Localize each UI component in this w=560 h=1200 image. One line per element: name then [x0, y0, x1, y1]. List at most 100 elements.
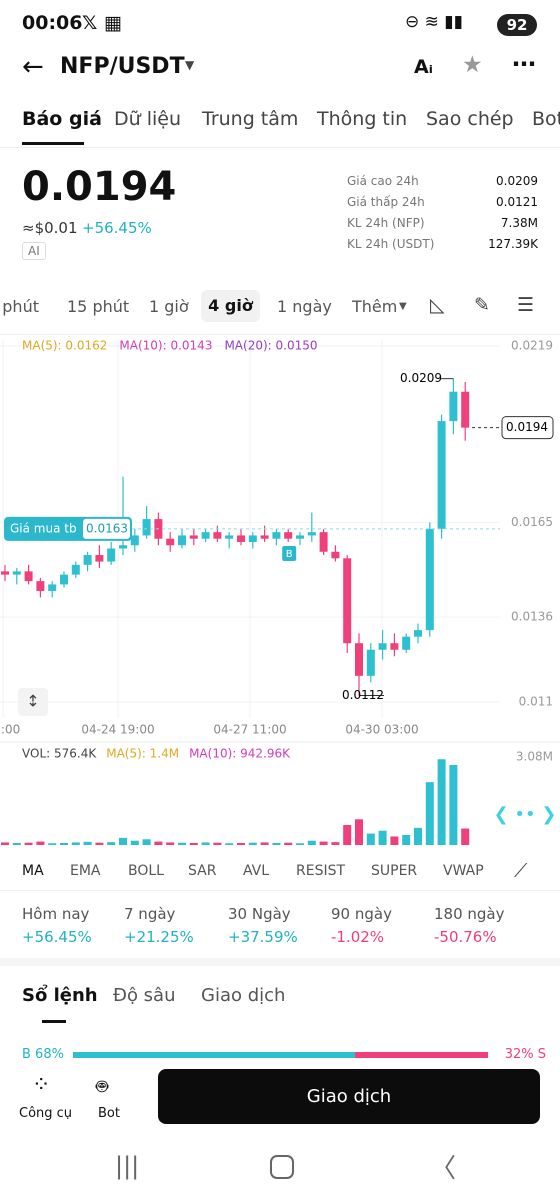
indicator-tab[interactable]: EMA: [70, 863, 101, 879]
separator: [0, 334, 560, 335]
volume-bar: [425, 782, 434, 845]
volume-bar: [178, 842, 186, 845]
tab[interactable]: Bot: [532, 108, 560, 130]
stat-label: Giá thấp 24h: [347, 195, 425, 209]
nav-home[interactable]: [270, 1155, 294, 1179]
candle-body: [437, 421, 446, 529]
x-tick-label: 04-27 11:00: [213, 723, 286, 737]
volume-bar: [12, 843, 21, 845]
interval[interactable]: 1 giờ: [149, 297, 189, 316]
volume-bar: [331, 842, 340, 845]
performance-label: 180 ngày: [434, 905, 505, 923]
candle-body: [24, 571, 33, 582]
stat-label: Giá cao 24h: [347, 174, 419, 188]
candle-body: [307, 532, 316, 536]
interval[interactable]: 5 phút: [0, 297, 39, 316]
tools-label[interactable]: Công cụ: [19, 1106, 73, 1121]
order-tab[interactable]: Sổ lệnh: [22, 985, 98, 1006]
interval-selected[interactable]: 4 giờ: [201, 290, 260, 322]
volume-bar: [366, 833, 375, 845]
candle-body: [260, 535, 269, 539]
indicator-tab[interactable]: RESIST: [296, 863, 346, 879]
favorite-icon[interactable]: ★: [462, 52, 483, 78]
nav-recents[interactable]: |||: [115, 1152, 140, 1180]
indicator-tab[interactable]: SAR: [188, 863, 217, 879]
low-label: 0.0112: [342, 688, 384, 702]
volume-bar: [449, 765, 458, 845]
tab[interactable]: Báo giá: [22, 108, 102, 130]
volume-bar: [248, 842, 257, 845]
performance-label: Hôm nay: [22, 905, 90, 923]
y-tick-label: 0.0136: [511, 610, 553, 624]
indicator-tab[interactable]: MA: [22, 863, 44, 879]
candle-body: [378, 643, 387, 650]
bot-label[interactable]: Bot: [98, 1106, 120, 1121]
settings-icon[interactable]: ☰: [517, 294, 535, 316]
candle-body: [12, 571, 21, 575]
candle-body: [1, 571, 9, 575]
interval[interactable]: 15 phút: [67, 297, 130, 316]
volume-bar: [272, 843, 281, 845]
pair-title[interactable]: NFP/USDT: [60, 54, 185, 79]
dropdown-caret[interactable]: ▼: [185, 58, 195, 72]
battery: 92: [497, 14, 537, 36]
back-button[interactable]: ←: [22, 52, 44, 82]
candle-body: [83, 555, 92, 565]
order-tab[interactable]: Giao dịch: [201, 985, 286, 1006]
performance-label: 90 ngày: [331, 905, 392, 923]
performance-value: -1.02%: [331, 928, 385, 946]
ai-badge[interactable]: AI: [22, 242, 46, 260]
bot-icon[interactable]: 🤖︎: [96, 1074, 108, 1098]
interval[interactable]: 1 ngày: [277, 297, 332, 316]
volume-bar: [461, 828, 470, 845]
candle-body: [319, 532, 328, 552]
last-price: 0.0194: [22, 164, 177, 210]
buy-marker-box: [282, 545, 297, 561]
candle-body: [71, 564, 80, 575]
volume-bar: [284, 842, 293, 845]
volume-bar: [36, 841, 45, 845]
nav-back[interactable]: 〈: [430, 1154, 457, 1184]
order-tab[interactable]: Độ sâu: [113, 985, 176, 1006]
stat-value: 0.0121: [496, 195, 538, 209]
candle-body: [189, 535, 198, 539]
usd-price: ≈$0.01: [22, 219, 78, 237]
volume-bar: [319, 841, 328, 845]
scroll-icon[interactable]: ❮ •• ❯: [494, 804, 557, 825]
tab[interactable]: Dữ liệu: [114, 108, 182, 130]
indicator-tab[interactable]: SUPER: [371, 863, 418, 879]
indicator-tab[interactable]: AVL: [243, 863, 270, 879]
volume-legend: VOL: 576.4K: [22, 747, 97, 761]
indicator-tab[interactable]: BOLL: [128, 863, 164, 879]
tab[interactable]: Trung tâm: [202, 108, 299, 130]
candle-body: [449, 391, 458, 422]
tab[interactable]: Thông tin: [317, 108, 408, 130]
indicator-settings[interactable]: ⟋: [514, 860, 528, 882]
volume-bar: [378, 830, 387, 845]
volume-bar: [189, 843, 198, 845]
interval[interactable]: Thêm: [352, 297, 398, 316]
indicator-tab[interactable]: VWAP: [443, 863, 484, 879]
stat-value: 0.0209: [496, 174, 538, 188]
performance-value: +56.45%: [22, 928, 92, 946]
ai-icon[interactable]: Aᵢ: [414, 56, 433, 78]
trade-button[interactable]: Giao dịch: [158, 1069, 540, 1124]
candle-body: [142, 519, 151, 536]
candle-body: [366, 649, 375, 676]
order-tab-underline: [42, 1020, 66, 1023]
volume-bar: [24, 842, 33, 845]
x-tick-label: 03:00: [0, 723, 20, 737]
more-icon[interactable]: ⋯: [512, 50, 536, 78]
stat-value: 7.38M: [500, 216, 538, 230]
volume-bar: [307, 840, 316, 845]
draw-icon[interactable]: ✎: [474, 294, 490, 316]
x-tick-label: 04-24 19:00: [81, 723, 154, 737]
chart-style-icon[interactable]: ◺: [430, 294, 445, 316]
candle-body: [343, 558, 352, 644]
price-change: +56.45%: [82, 219, 152, 237]
tools-icon[interactable]: ⁘: [32, 1073, 51, 1098]
time: 00:06: [22, 12, 83, 34]
tab[interactable]: Sao chép: [426, 108, 514, 130]
buy-bar: [73, 1052, 356, 1058]
volume-bar: [119, 837, 127, 845]
